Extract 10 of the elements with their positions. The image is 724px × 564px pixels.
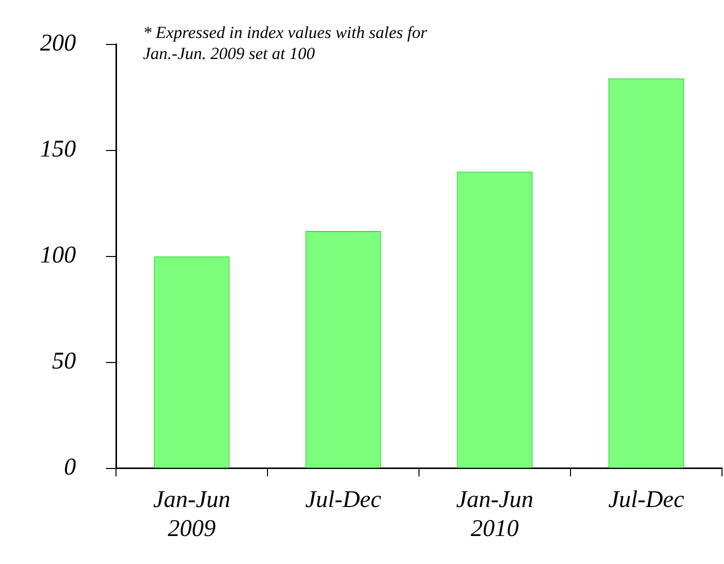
y-tick-label: 200	[40, 30, 76, 57]
x-tick-label: Jan-Jun 2009	[153, 487, 230, 542]
y-tick-label: 50	[52, 348, 76, 375]
x-tick-label: Jul-Dec	[305, 487, 382, 514]
y-tick-label: 0	[64, 454, 76, 481]
x-tick-label: Jan-Jun 2010	[456, 487, 534, 542]
y-tick-label: 150	[40, 136, 76, 163]
x-tick-label: Jul-Dec	[608, 487, 685, 514]
y-tick-label: 100	[40, 242, 76, 269]
annotation: * Expressed in index values with sales for Jan.-Jun. 2009 set at 100	[143, 22, 428, 64]
